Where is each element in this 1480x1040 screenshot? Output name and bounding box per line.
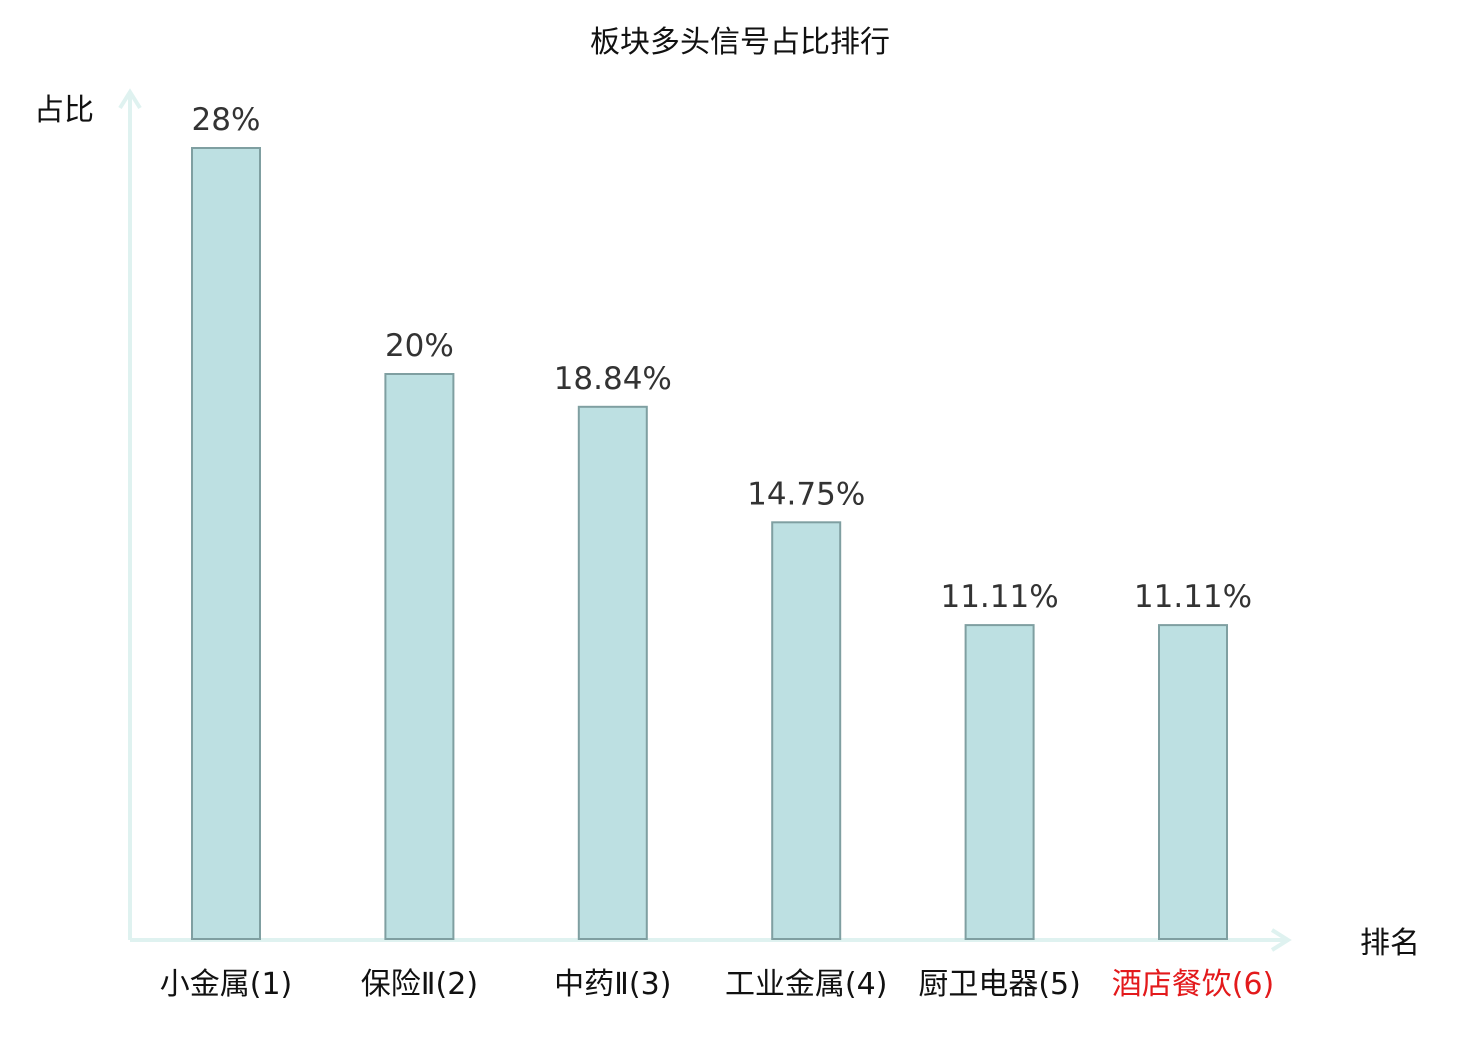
bars-group (191, 147, 1228, 940)
bar (771, 521, 842, 940)
bar-value-label: 14.75% (747, 476, 865, 512)
bar (964, 624, 1035, 940)
category-tick-label: 小金属(1) (160, 967, 293, 1002)
bar-value-label: 18.84% (554, 361, 672, 397)
y-axis-label: 占比 (34, 93, 94, 128)
category-tick-label: 酒店餐饮(6) (1112, 967, 1275, 1002)
category-tick-label: 中药Ⅱ(3) (554, 967, 671, 1002)
bar-value-label: 28% (192, 102, 261, 138)
bar-value-label: 11.11% (940, 579, 1058, 615)
category-tick-label: 厨卫电器(5) (918, 967, 1081, 1002)
bar-value-label: 11.11% (1134, 579, 1252, 615)
value-labels-group: 28% 20% 18.84% 14.75% 11.11% 11.11% (192, 102, 1253, 615)
category-tick-label: 工业金属(4) (725, 967, 888, 1002)
y-axis-arrow (118, 88, 142, 110)
bar (384, 373, 455, 940)
bar (191, 147, 261, 940)
x-axis-label: 排名 (1360, 926, 1420, 961)
axes: 占比 排名 (34, 88, 1420, 961)
category-tick-label: 保险Ⅱ(2) (361, 967, 478, 1002)
category-labels-group: 小金属(1) 保险Ⅱ(2) 中药Ⅱ(3) 工业金属(4) 厨卫电器(5) 酒店餐饮(6) (160, 967, 1275, 1002)
chart-title: 板块多头信号占比排行 (590, 25, 890, 60)
x-axis-arrow (1270, 928, 1292, 952)
bar-value-label: 20% (385, 328, 454, 364)
bar (1158, 624, 1228, 940)
bar (577, 405, 648, 940)
